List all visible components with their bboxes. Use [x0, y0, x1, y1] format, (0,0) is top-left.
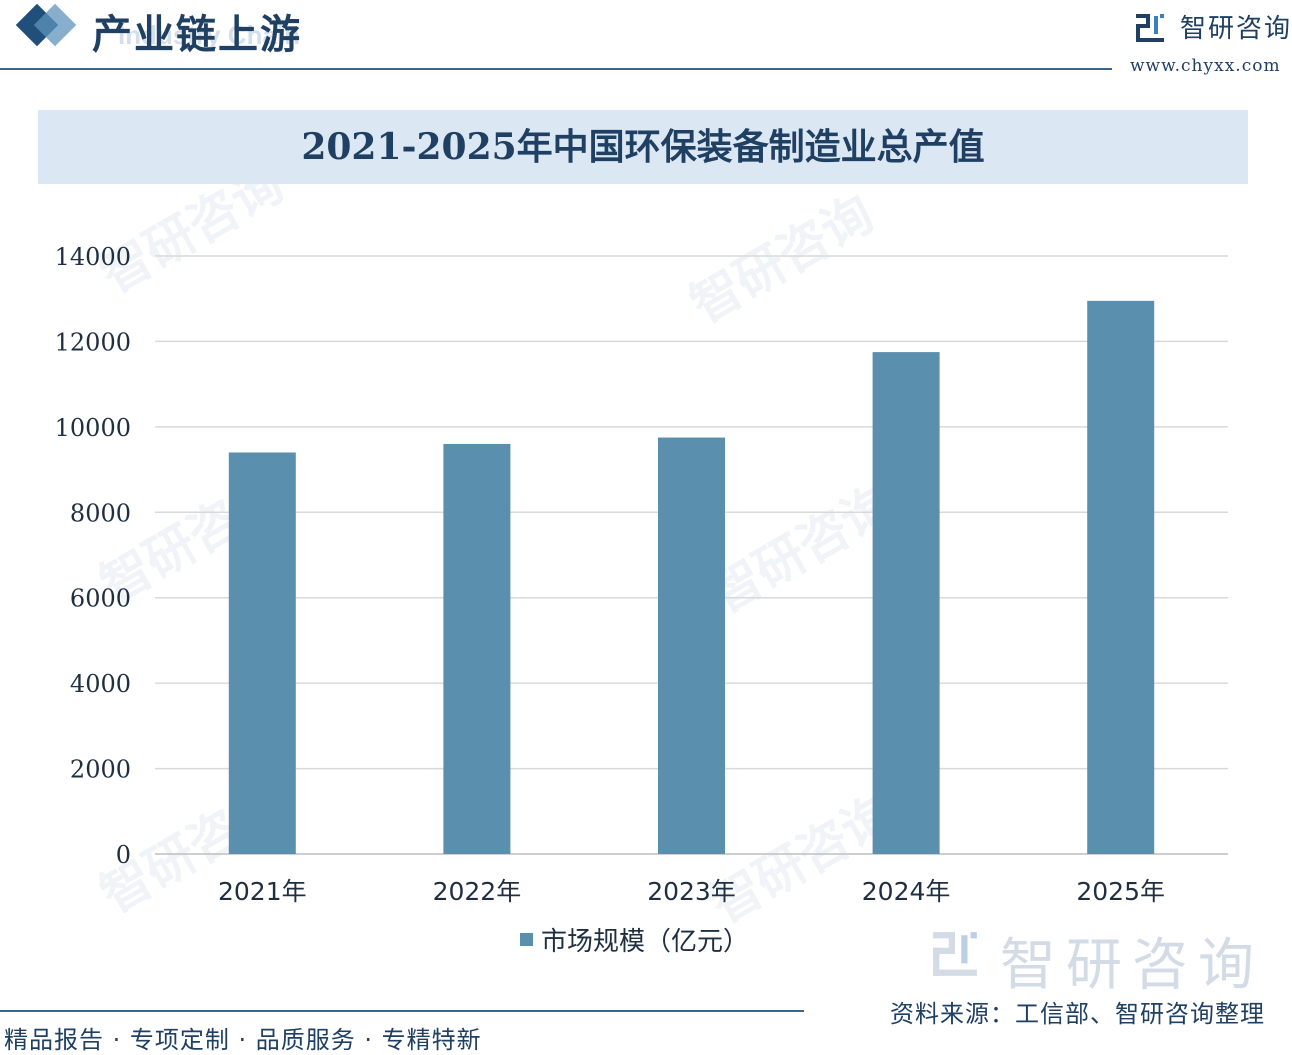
bar	[228, 452, 296, 854]
x-tick-label: 2024年	[862, 877, 951, 906]
y-tick-label: 4000	[70, 670, 131, 698]
chart-title-box: 2021-2025年中国环保装备制造业总产值	[38, 110, 1248, 184]
legend-swatch	[520, 932, 533, 946]
brand-name: 智研咨询	[1180, 14, 1292, 44]
brand-logo-icon	[1136, 14, 1164, 42]
bar	[1087, 300, 1155, 855]
legend-label: 市场规模（亿元）	[541, 926, 750, 957]
y-tick-label: 2000	[70, 756, 131, 784]
y-tick-label: 0	[116, 841, 131, 869]
bar	[658, 437, 725, 854]
footer-divider	[0, 1010, 804, 1012]
section-title: 产业链上游	[92, 11, 302, 58]
brand-logo-large-icon	[933, 932, 977, 976]
y-tick-label: 14000	[55, 243, 131, 271]
brand-url: www.chyxx.com	[1130, 56, 1281, 76]
chart-legend: 市场规模（亿元）	[520, 922, 750, 957]
brand-name-large: 智研咨询	[1000, 933, 1264, 998]
y-tick-label: 6000	[70, 585, 131, 613]
x-tick-label: 2021年	[218, 877, 307, 906]
y-tick-label: 10000	[55, 414, 131, 442]
source-note: 资料来源：工信部、智研咨询整理	[890, 1000, 1265, 1028]
footer-tagline: 精品报告 · 专项定制 · 品质服务 · 专精特新	[4, 1026, 482, 1054]
page-header: Industry Chain 产业链上游 智研咨询 www.chyxx.com	[0, 0, 1292, 80]
header-divider	[0, 68, 1112, 70]
chart-title: 2021-2025年中国环保装备制造业总产值	[301, 126, 985, 168]
y-tick-label: 8000	[70, 499, 131, 527]
x-tick-label: 2022年	[433, 877, 522, 906]
x-tick-label: 2023年	[647, 877, 736, 906]
x-tick-label: 2025年	[1076, 877, 1165, 906]
bar	[872, 352, 940, 854]
y-tick-label: 12000	[55, 328, 131, 356]
section-subtitle: Industry Chain	[118, 20, 301, 50]
bar	[443, 443, 511, 854]
